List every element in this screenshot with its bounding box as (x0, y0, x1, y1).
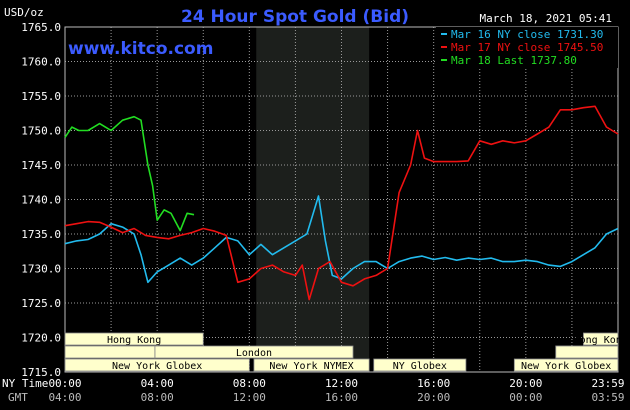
series-line-0 (64, 195, 619, 284)
plot-frame (64, 26, 619, 373)
legend-entry: Mar 16 NY close 1731.30 (451, 28, 603, 41)
nymex-shade (256, 27, 370, 372)
chart-title: 24 Hour Spot Gold (Bid) (181, 7, 409, 27)
x-tick-label-gmt: 16:00 (325, 391, 358, 404)
y-tick-label: 1760.0 (21, 56, 61, 69)
axis-labels: 1765.0 1760.0 1755.0 1750.0 1745.0 1740.0 1735… (21, 21, 624, 404)
x-tick-label-ny: 12:00 (325, 377, 358, 390)
session-bar (513, 358, 619, 372)
session-bar (64, 332, 204, 346)
brand-link[interactable]: www.kitco.com (68, 39, 213, 59)
x-tick-label-gmt: 00:00 (509, 391, 542, 404)
timestamp: March 18, 2021 05:41 (480, 12, 612, 25)
session-bar (583, 332, 619, 346)
legend-entry: Mar 18 Last 1737.80 (451, 54, 577, 67)
y-axis-unit: USD/oz (4, 6, 44, 19)
session-bar (64, 345, 156, 359)
x-tick-label-ny: 20:00 (509, 377, 542, 390)
session-bar (64, 358, 250, 372)
y-tick-label: 1750.0 (21, 125, 61, 138)
nymex-shade-layer (256, 27, 370, 372)
x-tick-label-gmt: 08:00 (141, 391, 174, 404)
x-axis-label-ny: NY Time (2, 377, 48, 390)
y-tick-label: 1765.0 (21, 21, 61, 34)
y-tick-label: 1725.0 (21, 297, 61, 310)
legend-box (436, 27, 618, 68)
grid-layer (64, 26, 619, 373)
x-tick-label-ny: 16:00 (417, 377, 450, 390)
y-tick-label: 1730.0 (21, 263, 61, 276)
session-bar (253, 358, 370, 372)
series-line-1 (64, 105, 619, 301)
y-tick-label: 1755.0 (21, 90, 61, 103)
x-tick-label-ny: 00:00 (48, 377, 81, 390)
session-label: New York Globex (521, 361, 611, 372)
session-label: London (236, 348, 272, 359)
x-tick-label-gmt: 12:00 (233, 391, 266, 404)
x-axis-label-gmt: GMT (8, 391, 28, 404)
session-label: New York NYMEX (269, 361, 353, 372)
session-label: Hong Kong (107, 335, 161, 346)
x-tick-label-gmt: 03:59 (591, 391, 624, 404)
session-bar (555, 345, 619, 359)
session-label: New York Globex (112, 361, 202, 372)
session-label: NY Globex (393, 361, 447, 372)
series-layer (64, 105, 619, 301)
y-tick-label: 1715.0 (21, 366, 61, 379)
x-tick-label-ny: 08:00 (233, 377, 266, 390)
series-line-2 (64, 115, 195, 232)
x-tick-label-ny: 04:00 (141, 377, 174, 390)
y-tick-label: 1745.0 (21, 159, 61, 172)
y-tick-label: 1720.0 (21, 332, 61, 345)
x-tick-label-gmt: 04:00 (48, 391, 81, 404)
x-tick-label-ny: 23:59 (591, 377, 624, 390)
x-tick-label-gmt: 20:00 (417, 391, 450, 404)
legend-entry: Mar 17 NY close 1745.50 (451, 41, 603, 54)
session-bar (373, 358, 467, 372)
y-tick-label: 1735.0 (21, 228, 61, 241)
y-tick-label: 1740.0 (21, 194, 61, 207)
session-label: Hong Kong (574, 335, 628, 346)
